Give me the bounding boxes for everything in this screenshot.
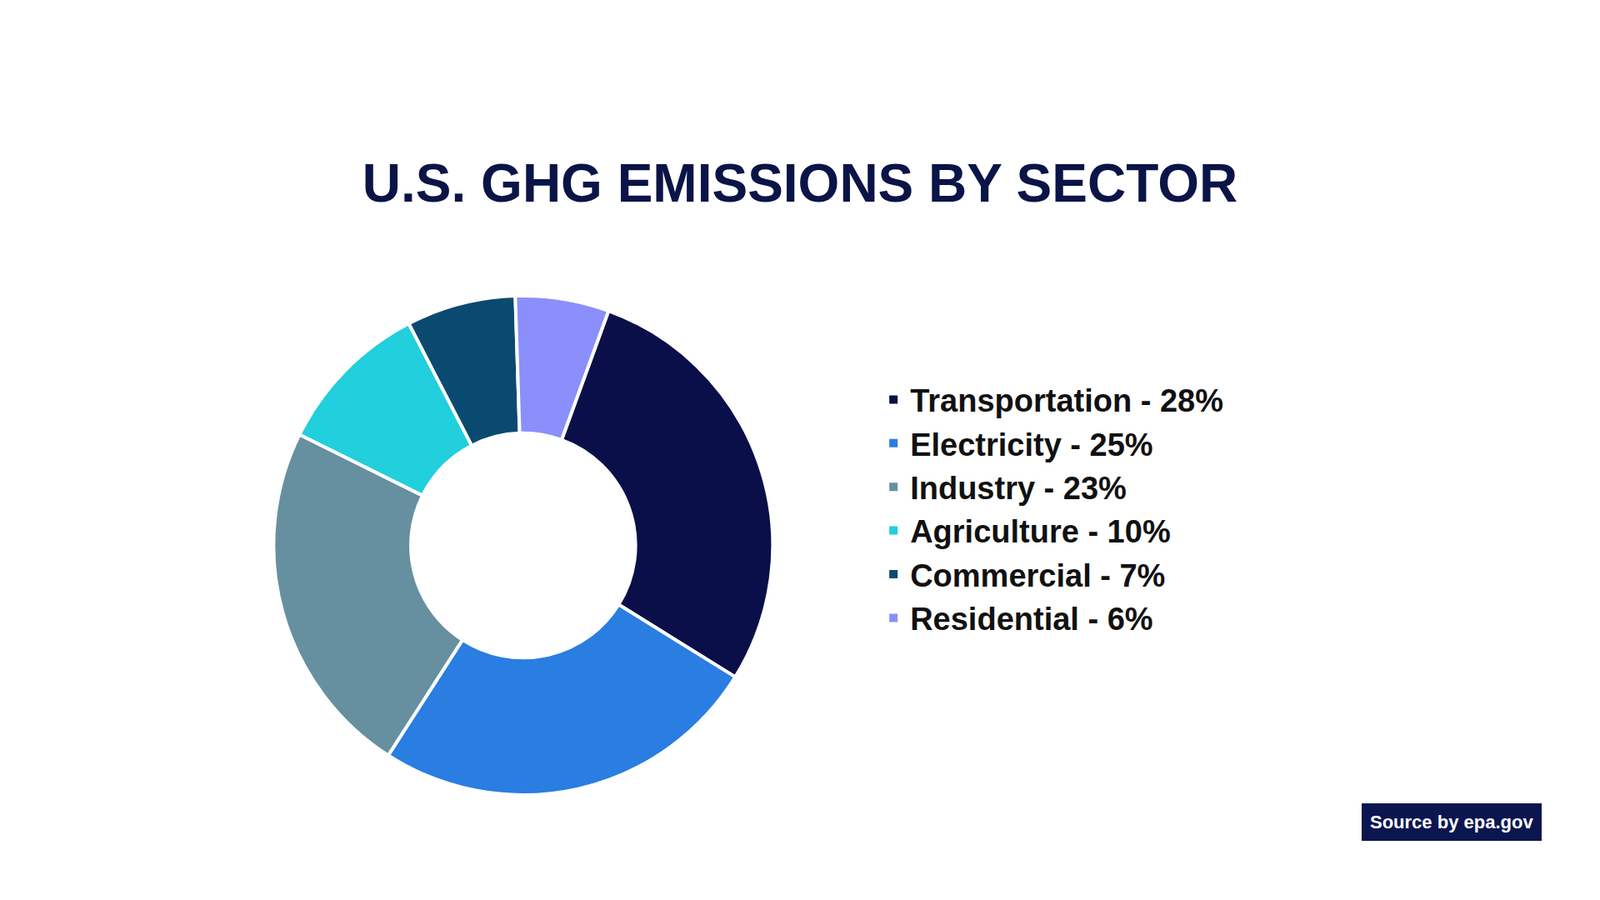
svg-text:Residential - 6%: Residential - 6% (910, 601, 1153, 637)
svg-text:Industry - 23%: Industry - 23% (910, 470, 1127, 506)
svg-text:U.S. GHG EMISSIONS BY SECTOR: U.S. GHG EMISSIONS BY SECTOR (362, 153, 1238, 214)
svg-text:Agriculture - 10%: Agriculture - 10% (910, 514, 1171, 550)
svg-text:Commercial - 7%: Commercial - 7% (910, 558, 1165, 594)
svg-text:Electricity - 25%: Electricity - 25% (910, 427, 1153, 463)
svg-text:Transportation - 28%: Transportation - 28% (910, 383, 1224, 419)
svg-text:Source by epa.gov: Source by epa.gov (1370, 811, 1534, 833)
